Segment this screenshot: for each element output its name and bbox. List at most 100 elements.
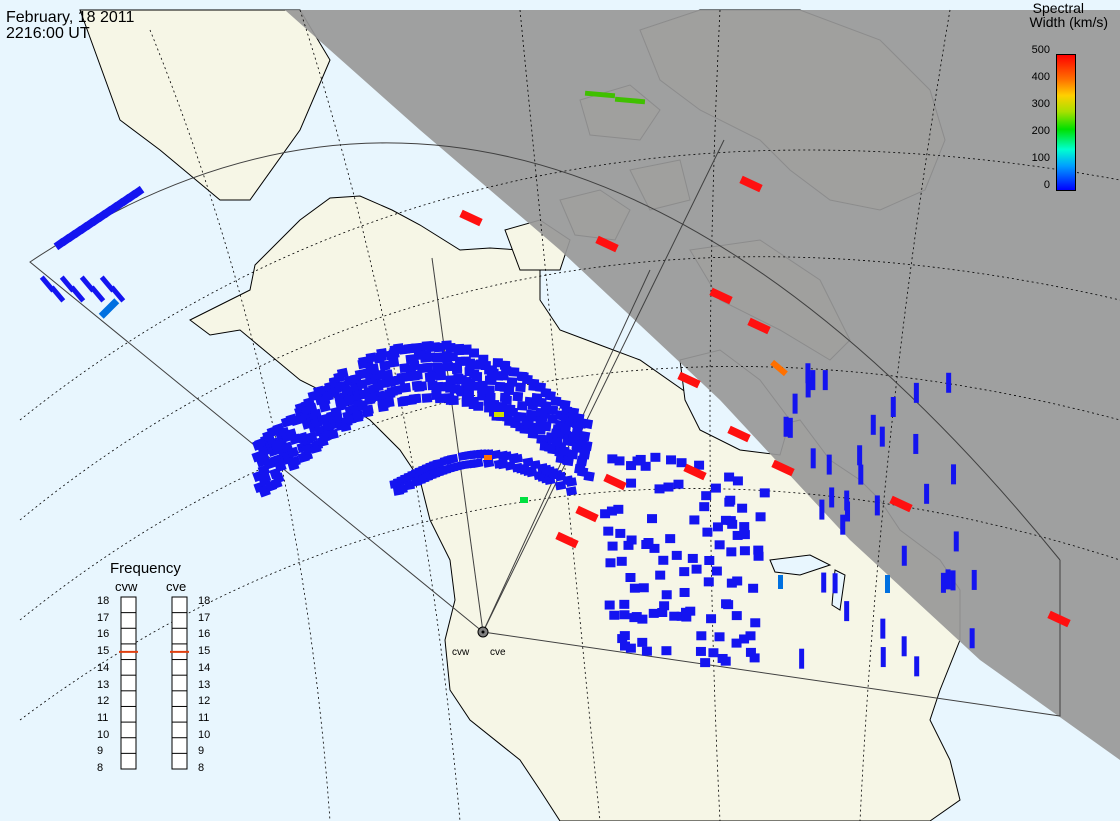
echo-cell (676, 458, 687, 468)
echo-cell (666, 455, 677, 465)
echo-cell (410, 393, 422, 404)
echo-cell (422, 362, 434, 373)
echo-cell (870, 414, 876, 435)
echo-cell (724, 497, 735, 507)
echo-cell (626, 461, 637, 471)
echo-cell (885, 575, 890, 593)
echo-cell (463, 388, 474, 398)
frequency-label-cvw: 11 (97, 711, 109, 724)
echo-cell (472, 372, 483, 382)
echo-cell (584, 90, 616, 99)
echo-cell (889, 495, 913, 513)
echo-cell (745, 631, 756, 641)
echo-cell (416, 381, 428, 392)
echo-cell (753, 545, 764, 555)
echo-cell (755, 512, 766, 522)
echo-cell (472, 458, 484, 469)
echo-cell (546, 413, 559, 424)
echo-cell (901, 636, 907, 657)
echo-cell (703, 577, 714, 587)
echo-cell (433, 342, 445, 353)
echo-cell (626, 535, 637, 545)
frequency-radar-cve: cve (166, 579, 187, 594)
frequency-label-cvw: 13 (97, 678, 110, 691)
echo-cell (747, 317, 771, 335)
echo-cell (501, 395, 512, 406)
echo-cell (657, 607, 668, 617)
echo-cell (468, 348, 480, 358)
echo-cell (694, 460, 705, 470)
echo-cell (89, 285, 106, 303)
echo-cell (49, 285, 66, 303)
echo-cell (739, 522, 750, 532)
echo-cell (649, 543, 660, 553)
echo-cell (714, 540, 725, 550)
frequency-scale-cve (171, 596, 188, 770)
colorbar-tick: 300 (1031, 98, 1050, 110)
echo-cell (614, 96, 646, 105)
echo-cell (946, 372, 952, 393)
echo-cell (737, 503, 748, 513)
echo-cell (609, 610, 620, 620)
echo-cell (603, 473, 627, 491)
echo-cell (482, 458, 495, 468)
echo-cell (778, 575, 783, 589)
echo-cell (731, 611, 742, 621)
echo-cell (669, 611, 680, 621)
echo-cell (708, 648, 719, 658)
colorbar-tick: 0 (1043, 179, 1050, 191)
echo-cell (550, 428, 562, 439)
colorbar-tick: 400 (1031, 71, 1050, 83)
echo-cell (473, 401, 484, 411)
echo-cell (595, 235, 619, 253)
frequency-label-cvw: 17 (97, 611, 110, 624)
echo-cell (704, 555, 715, 565)
echo-cell (924, 483, 930, 504)
echo-cell (671, 550, 682, 560)
echo-cell (832, 573, 838, 594)
echo-cell (484, 455, 492, 460)
echo-cell (364, 392, 377, 404)
echo-cell (654, 484, 665, 494)
radar-label-cve: cve (490, 647, 506, 658)
echo-cell (421, 393, 433, 403)
echo-cell (695, 646, 706, 656)
echo-cell (650, 452, 661, 462)
cvw-fov-outline (29, 142, 1061, 633)
echo-cell (288, 455, 301, 468)
echo-cell (783, 416, 789, 437)
echo-cell (732, 530, 743, 540)
echo-cell (274, 460, 287, 473)
frequency-scales (119, 596, 189, 770)
colorbar-title-line1: Spectral (1032, 0, 1084, 16)
echo-cell (748, 583, 759, 593)
echo-cell (578, 430, 591, 442)
echo-cell (749, 653, 760, 663)
echo-cell (506, 377, 518, 387)
echo-cell (643, 538, 654, 548)
echo-cell (727, 519, 738, 529)
frequency-label-cve: 11 (198, 711, 210, 724)
echo-cell (512, 391, 524, 402)
echo-cell (383, 397, 395, 408)
echo-cell (901, 545, 907, 566)
echo-cell (625, 572, 636, 582)
echo-cell (109, 285, 126, 303)
echo-cell (445, 342, 456, 353)
echo-cell (435, 370, 447, 381)
echo-cell (379, 360, 391, 371)
echo-cell (731, 638, 742, 648)
echo-cell (469, 381, 480, 391)
echo-cell (606, 506, 617, 516)
echo-cell (700, 658, 711, 668)
frequency-label-cve: 13 (198, 678, 211, 691)
echo-cell (629, 583, 640, 593)
echo-cell (739, 546, 750, 556)
echo-cell (732, 576, 743, 586)
echo-cell (603, 526, 614, 536)
echo-cell (739, 634, 750, 644)
echo-cell (614, 456, 625, 466)
echo-cell (511, 453, 524, 464)
echo-cell (857, 445, 863, 466)
